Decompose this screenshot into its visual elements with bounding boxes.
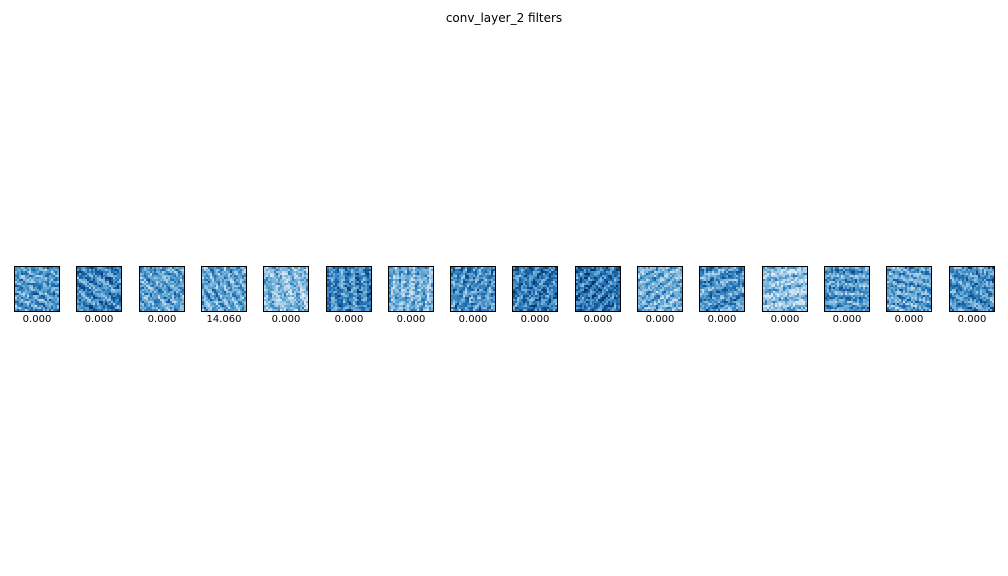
filter-value-label: 0.000 [583, 314, 613, 325]
filter-cell: 0.000 [76, 266, 122, 326]
filter-cell: 14.060 [201, 266, 247, 326]
filter-image [699, 266, 745, 312]
filter-cell: 0.000 [824, 266, 870, 326]
filter-image [263, 266, 309, 312]
filter-cell: 0.000 [14, 266, 60, 326]
filter-cell: 0.000 [450, 266, 496, 326]
filter-cell: 0.000 [512, 266, 558, 326]
filter-value-label: 0.000 [334, 314, 364, 325]
filter-cell: 0.000 [139, 266, 185, 326]
filter-value-label: 0.000 [458, 314, 488, 325]
filter-cell: 0.000 [762, 266, 808, 326]
filter-image [886, 266, 932, 312]
filter-cell: 0.000 [699, 266, 745, 326]
filter-image [201, 266, 247, 312]
figure-title: conv_layer_2 filters [445, 11, 563, 25]
filter-value-label: 0.000 [707, 314, 737, 325]
filter-cell: 0.000 [388, 266, 434, 326]
filter-value-label: 0.000 [832, 314, 862, 325]
filter-cell: 0.000 [575, 266, 621, 326]
filter-value-label: 0.000 [894, 314, 924, 325]
filter-image [762, 266, 808, 312]
filter-value-label: 0.000 [770, 314, 800, 325]
filter-cell: 0.000 [886, 266, 932, 326]
filter-value-label: 0.000 [957, 314, 987, 325]
filter-image [388, 266, 434, 312]
filter-value-label: 0.000 [271, 314, 301, 325]
filter-value-label: 0.000 [84, 314, 114, 325]
filter-cell: 0.000 [949, 266, 995, 326]
filter-image [824, 266, 870, 312]
filter-image [637, 266, 683, 312]
filter-image [450, 266, 496, 312]
filter-image [949, 266, 995, 312]
filter-value-label: 0.000 [520, 314, 550, 325]
filter-cell: 0.000 [326, 266, 372, 326]
filter-image [326, 266, 372, 312]
filter-cell: 0.000 [263, 266, 309, 326]
filter-value-label: 0.000 [22, 314, 52, 325]
filter-value-label: 14.060 [206, 314, 242, 325]
filter-value-label: 0.000 [645, 314, 675, 325]
filter-image [76, 266, 122, 312]
filter-image [14, 266, 60, 312]
filter-cell: 0.000 [637, 266, 683, 326]
filter-image [512, 266, 558, 312]
filter-image [575, 266, 621, 312]
filter-value-label: 0.000 [396, 314, 426, 325]
filter-image [139, 266, 185, 312]
filter-value-label: 0.000 [147, 314, 177, 325]
